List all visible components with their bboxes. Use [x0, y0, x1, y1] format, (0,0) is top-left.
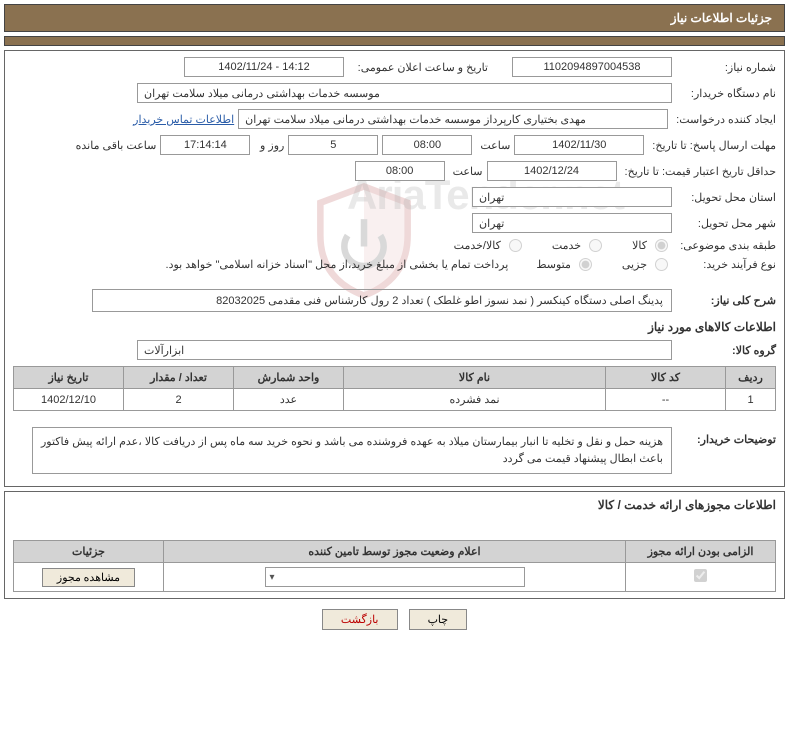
- row-desc: شرح کلی نیاز: پدینگ اصلی دستگاه کینکسر (…: [13, 289, 776, 312]
- label-remain: ساعت باقی مانده: [72, 139, 157, 152]
- license-panel: اطلاعات مجوزهای ارائه خدمت / کالا الزامی…: [4, 491, 785, 599]
- panel-header: جزئیات اطلاعات نیاز: [4, 4, 785, 32]
- field-city: تهران: [472, 213, 672, 233]
- label-buyer: نام دستگاه خریدار:: [676, 87, 776, 100]
- goods-table-header: ردیف کد کالا نام کالا واحد شمارش تعداد /…: [14, 367, 776, 389]
- label-process: نوع فرآیند خرید:: [676, 258, 776, 271]
- field-countdown: 17:14:14: [160, 135, 250, 155]
- field-buyer-note: هزینه حمل و نقل و تخلیه تا انبار بیمارست…: [32, 427, 672, 474]
- field-group: ابزارآلات: [137, 340, 672, 360]
- radio-partial: [655, 258, 668, 271]
- td-details: مشاهده مجوز: [14, 563, 164, 592]
- row-process: نوع فرآیند خرید: جزیی متوسط پرداخت تمام …: [13, 258, 776, 271]
- label-creator: ایجاد کننده درخواست:: [672, 113, 776, 126]
- print-button[interactable]: چاپ: [409, 609, 468, 630]
- row-city: شهر محل تحویل: تهران: [13, 213, 776, 233]
- th-mandatory: الزامی بودن ارائه مجوز: [626, 541, 776, 563]
- th-name: نام کالا: [344, 367, 606, 389]
- row-group: گروه کالا: ابزارآلات: [13, 340, 776, 360]
- label-group: گروه کالا:: [676, 344, 776, 357]
- row-validity: حداقل تاریخ اعتبار قیمت: تا تاریخ: 1402/…: [13, 161, 776, 181]
- field-reply-date: 1402/11/30: [514, 135, 644, 155]
- th-row: ردیف: [726, 367, 776, 389]
- row-creator: ایجاد کننده درخواست: مهدی بختیاری کارپرد…: [13, 109, 776, 129]
- label-validity: حداقل تاریخ اعتبار قیمت: تا تاریخ:: [621, 165, 776, 178]
- chevron-down-icon: ▾: [270, 572, 275, 583]
- label-buyer-note: توضیحات خریدار:: [676, 419, 776, 446]
- th-qty: تعداد / مقدار: [124, 367, 234, 389]
- radio-goods-label: کالا: [632, 239, 647, 252]
- label-city: شهر محل تحویل:: [676, 217, 776, 230]
- label-time-1: ساعت: [476, 139, 510, 152]
- row-category: طبقه بندی موضوعی: کالا خدمت کالا/خدمت: [13, 239, 776, 252]
- th-date: تاریخ نیاز: [14, 367, 124, 389]
- th-details: جزئیات: [14, 541, 164, 563]
- row-reply-deadline: مهلت ارسال پاسخ: تا تاریخ: 1402/11/30 سا…: [13, 135, 776, 155]
- label-announce: تاریخ و ساعت اعلان عمومی:: [348, 61, 488, 74]
- field-announce: 14:12 - 1402/11/24: [184, 57, 344, 77]
- field-validity-time: 08:00: [355, 161, 445, 181]
- label-days-and: روز و: [254, 139, 284, 152]
- label-province: استان محل تحویل:: [676, 191, 776, 204]
- row-request-no: شماره نیاز: 1102094897004538 تاریخ و ساع…: [13, 57, 776, 77]
- section-goods-title: اطلاعات کالاهای مورد نیاز: [13, 320, 776, 334]
- td-mandatory: [626, 563, 776, 592]
- radio-goods: [655, 239, 668, 252]
- radio-medium: [579, 258, 592, 271]
- payment-note: پرداخت تمام یا بخشی از مبلغ خرید،از محل …: [166, 258, 509, 271]
- td-qty: 2: [124, 389, 234, 411]
- license-table: الزامی بودن ارائه مجوز اعلام وضعیت مجوز …: [13, 540, 776, 592]
- radio-both: [509, 239, 522, 252]
- radio-service: [589, 239, 602, 252]
- main-panel: AriaTender.net شماره نیاز: 1102094897004…: [4, 50, 785, 487]
- footer-buttons: چاپ بازگشت: [0, 603, 789, 640]
- th-unit: واحد شمارش: [234, 367, 344, 389]
- field-reply-time: 08:00: [382, 135, 472, 155]
- row-buyer: نام دستگاه خریدار: موسسه خدمات بهداشتی د…: [13, 83, 776, 103]
- td-status: ▾: [164, 563, 626, 592]
- label-desc: شرح کلی نیاز:: [676, 294, 776, 307]
- license-table-header: الزامی بودن ارائه مجوز اعلام وضعیت مجوز …: [14, 541, 776, 563]
- row-buyer-note: توضیحات خریدار: هزینه حمل و نقل و تخلیه …: [13, 419, 776, 474]
- link-buyer-contact[interactable]: اطلاعات تماس خریدار: [133, 113, 234, 126]
- decor-strip: [4, 36, 785, 46]
- label-reply-deadline: مهلت ارسال پاسخ: تا تاریخ:: [648, 139, 776, 152]
- field-request-no: 1102094897004538: [512, 57, 672, 77]
- license-row: ▾ مشاهده مجوز: [14, 563, 776, 592]
- license-section-title: اطلاعات مجوزهای ارائه خدمت / کالا: [13, 498, 776, 512]
- label-category: طبقه بندی موضوعی:: [676, 239, 776, 252]
- field-validity-date: 1402/12/24: [487, 161, 617, 181]
- td-date: 1402/12/10: [14, 389, 124, 411]
- label-request-no: شماره نیاز:: [676, 61, 776, 74]
- label-time-2: ساعت: [449, 165, 483, 178]
- field-buyer: موسسه خدمات بهداشتی درمانی میلاد سلامت ت…: [137, 83, 672, 103]
- goods-table: ردیف کد کالا نام کالا واحد شمارش تعداد /…: [13, 366, 776, 411]
- radio-medium-label: متوسط: [536, 258, 571, 271]
- row-province: استان محل تحویل: تهران: [13, 187, 776, 207]
- radio-both-label: کالا/خدمت: [454, 239, 501, 252]
- panel-title: جزئیات اطلاعات نیاز: [671, 11, 772, 25]
- field-creator: مهدی بختیاری کارپرداز موسسه خدمات بهداشت…: [238, 109, 668, 129]
- select-status[interactable]: ▾: [265, 567, 525, 587]
- checkbox-mandatory: [694, 569, 707, 582]
- td-unit: عدد: [234, 389, 344, 411]
- back-button[interactable]: بازگشت: [322, 609, 398, 630]
- field-desc: پدینگ اصلی دستگاه کینکسر ( نمد نسوز اطو …: [92, 289, 672, 312]
- field-province: تهران: [472, 187, 672, 207]
- td-name: نمد فشرده: [344, 389, 606, 411]
- field-days: 5: [288, 135, 378, 155]
- radio-partial-label: جزیی: [622, 258, 647, 271]
- th-code: کد کالا: [606, 367, 726, 389]
- th-status: اعلام وضعیت مجوز توسط تامین کننده: [164, 541, 626, 563]
- td-row: 1: [726, 389, 776, 411]
- td-code: --: [606, 389, 726, 411]
- table-row: 1 -- نمد فشرده عدد 2 1402/12/10: [14, 389, 776, 411]
- view-license-button[interactable]: مشاهده مجوز: [42, 568, 135, 587]
- radio-service-label: خدمت: [552, 239, 581, 252]
